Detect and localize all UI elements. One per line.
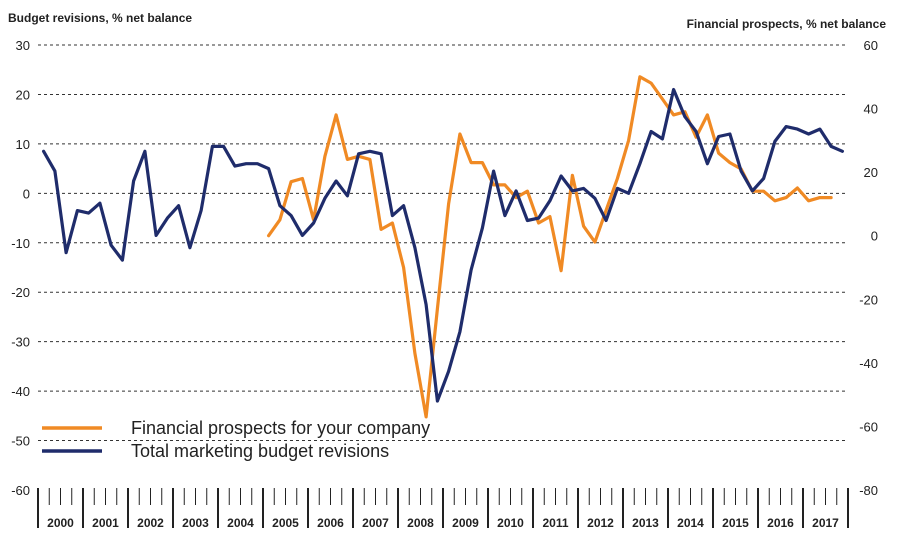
- left-tick-label: 20: [16, 87, 30, 102]
- right-tick-label: 20: [864, 165, 878, 180]
- legend: Financial prospects for your company Tota…: [42, 418, 430, 461]
- left-tick-label: 0: [23, 186, 30, 201]
- right-tick-label: -60: [859, 419, 878, 434]
- year-label: 2002: [137, 516, 164, 530]
- left-tick-label: 10: [16, 137, 30, 152]
- year-label: 2011: [542, 516, 568, 530]
- year-label: 2000: [47, 516, 74, 530]
- year-label: 2013: [632, 516, 659, 530]
- year-label: 2005: [272, 516, 299, 530]
- year-label: 2004: [227, 516, 254, 530]
- year-label: 2009: [452, 516, 479, 530]
- left-tick-label: -40: [11, 384, 30, 399]
- year-label: 2008: [407, 516, 434, 530]
- year-label: 2016: [767, 516, 794, 530]
- x-axis: 2000 2001 2002 2003 2004 2005 2006 2007 2008 2009…: [37, 488, 849, 530]
- right-axis-title: Financial prospects, % net balance: [686, 17, 886, 31]
- left-tick-label: 30: [16, 38, 30, 53]
- year-label: 2001: [92, 516, 119, 530]
- legend-label: Total marketing budget revisions: [131, 441, 389, 461]
- series-line-0: [267, 75, 833, 419]
- right-tick-label: -20: [859, 292, 878, 307]
- right-tick-label: 0: [871, 229, 878, 244]
- year-label: 2003: [182, 516, 209, 530]
- right-tick-label: 60: [864, 38, 878, 53]
- series-line-1: [41, 87, 845, 403]
- series-lines: [41, 75, 845, 419]
- left-tick-label: -10: [11, 236, 30, 251]
- year-label: 2006: [317, 516, 344, 530]
- year-label: 2012: [587, 516, 614, 530]
- year-label: 2010: [497, 516, 524, 530]
- right-tick-label: -40: [859, 356, 878, 371]
- year-label: 2014: [677, 516, 704, 530]
- legend-label: Financial prospects for your company: [131, 418, 430, 438]
- right-tick-label: 40: [864, 102, 878, 117]
- left-axis-title: Budget revisions, % net balance: [8, 11, 193, 25]
- left-tick-label: -30: [11, 335, 30, 350]
- left-tick-label: -20: [11, 285, 30, 300]
- year-label: 2015: [722, 516, 749, 530]
- gridlines: [38, 44, 848, 442]
- left-axis-ticks: 30 20 10 0 -10 -20 -30 -40 -50 -60: [11, 38, 30, 498]
- left-tick-label: -50: [11, 434, 30, 449]
- year-label: 2017: [812, 516, 839, 530]
- right-tick-label: -80: [859, 483, 878, 498]
- left-tick-label: -60: [11, 483, 30, 498]
- year-label: 2007: [362, 516, 389, 530]
- right-axis-ticks: 60 40 20 0 -20 -40 -60 -80: [859, 38, 878, 498]
